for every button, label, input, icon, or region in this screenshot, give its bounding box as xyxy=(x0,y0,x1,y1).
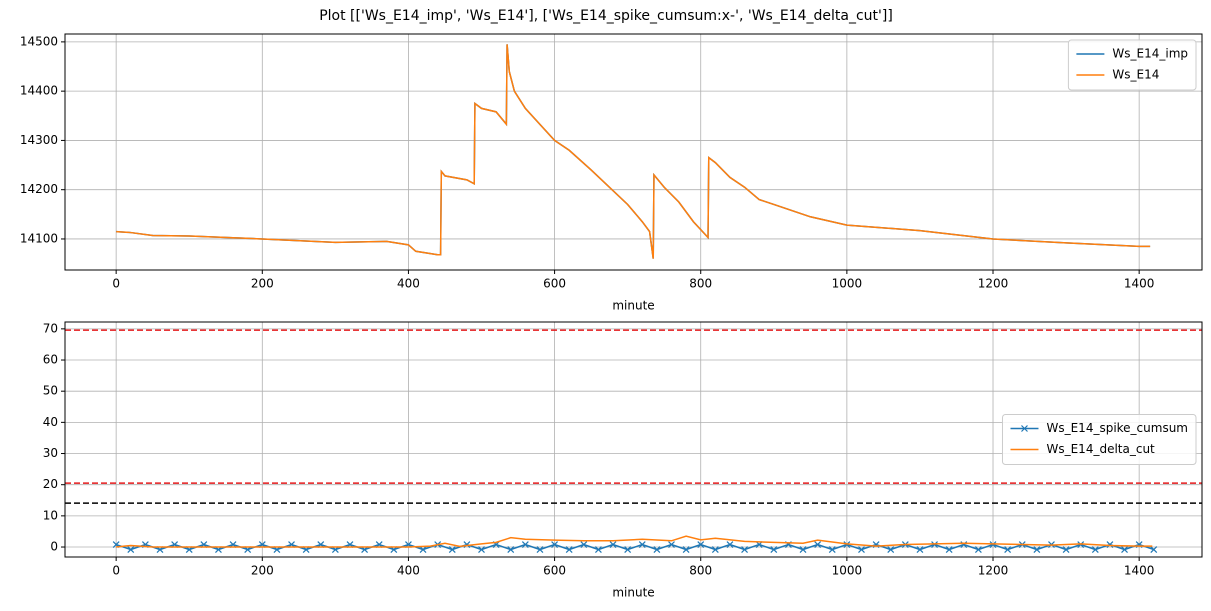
data-marker xyxy=(638,541,646,548)
data-marker xyxy=(697,541,705,548)
data-marker xyxy=(682,546,690,553)
data-line xyxy=(116,44,1151,259)
y-tick-label: 20 xyxy=(43,477,58,491)
x-tick-label: 400 xyxy=(397,277,420,291)
x-tick-label: 400 xyxy=(397,564,420,578)
data-marker xyxy=(1004,546,1012,553)
data-marker xyxy=(711,546,719,553)
y-tick-label: 30 xyxy=(43,446,58,460)
data-line xyxy=(116,44,1151,259)
legend-label: Ws_E14_spike_cumsum xyxy=(1046,421,1188,435)
data-marker xyxy=(814,541,822,548)
x-tick-label: 800 xyxy=(689,277,712,291)
data-marker xyxy=(1091,546,1099,553)
data-marker xyxy=(551,541,559,548)
y-tick-label: 14100 xyxy=(20,231,58,245)
data-line xyxy=(116,535,1153,548)
y-tick-label: 10 xyxy=(43,508,58,522)
y-tick-label: 14200 xyxy=(20,182,58,196)
x-axis-label: minute xyxy=(612,299,654,313)
data-marker xyxy=(887,546,895,553)
data-marker xyxy=(1150,546,1158,553)
data-marker xyxy=(624,546,632,553)
data-marker xyxy=(419,546,427,553)
axes-frame xyxy=(64,321,1203,558)
x-tick-label: 200 xyxy=(251,564,274,578)
data-marker xyxy=(1033,546,1041,553)
y-tick-label: 14300 xyxy=(20,133,58,147)
legend-box xyxy=(1067,39,1197,91)
data-marker xyxy=(478,546,485,553)
data-marker xyxy=(507,546,515,553)
x-tick-label: 1000 xyxy=(832,564,863,578)
data-marker xyxy=(1062,546,1070,553)
data-marker xyxy=(916,546,924,553)
y-tick-label: 14400 xyxy=(20,84,58,98)
data-marker xyxy=(799,546,807,553)
axes-frame xyxy=(64,33,1203,271)
plot-area xyxy=(116,44,1151,259)
y-tick-label: 14500 xyxy=(20,34,58,48)
y-tick-label: 50 xyxy=(43,384,58,398)
x-tick-label: 0 xyxy=(112,564,120,578)
data-line xyxy=(115,543,1155,551)
data-marker xyxy=(1121,546,1128,553)
data-marker xyxy=(609,541,617,548)
figure-title: Plot [['Ws_E14_imp', 'Ws_E14'], ['Ws_E14… xyxy=(319,8,893,24)
data-marker xyxy=(521,541,529,548)
data-marker xyxy=(127,546,135,553)
data-marker xyxy=(653,546,661,553)
data-marker xyxy=(565,546,573,553)
y-tick-label: 70 xyxy=(43,321,58,335)
data-marker xyxy=(1106,541,1114,548)
legend-label: Ws_E14_imp xyxy=(1112,47,1188,61)
data-marker xyxy=(858,546,865,553)
plot-area xyxy=(65,329,1202,553)
legend-box xyxy=(1001,414,1197,465)
data-marker xyxy=(945,546,953,553)
x-tick-label: 1200 xyxy=(978,564,1009,578)
y-tick-label: 40 xyxy=(43,415,58,429)
x-tick-label: 800 xyxy=(689,564,712,578)
data-marker xyxy=(448,546,456,553)
data-marker xyxy=(668,541,675,548)
x-tick-label: 600 xyxy=(543,564,566,578)
x-tick-label: 1000 xyxy=(832,277,863,291)
data-marker xyxy=(974,546,982,553)
data-marker xyxy=(828,546,836,553)
legend-label: Ws_E14 xyxy=(1112,68,1159,82)
data-marker xyxy=(580,541,588,548)
x-tick-label: 200 xyxy=(251,277,274,291)
legend-label: Ws_E14_delta_cut xyxy=(1046,442,1155,456)
data-marker xyxy=(741,546,748,553)
x-tick-label: 1400 xyxy=(1124,564,1155,578)
legend-marker xyxy=(1021,425,1028,432)
x-tick-label: 600 xyxy=(543,277,566,291)
data-marker xyxy=(595,546,602,553)
data-marker xyxy=(726,541,734,548)
data-marker xyxy=(770,546,778,553)
data-marker xyxy=(960,541,968,548)
x-axis-label: minute xyxy=(612,586,654,600)
x-tick-label: 1400 xyxy=(1124,277,1155,291)
data-marker xyxy=(536,546,544,553)
x-tick-label: 0 xyxy=(112,277,120,291)
y-tick-label: 60 xyxy=(43,353,58,367)
x-tick-label: 1200 xyxy=(978,277,1009,291)
y-tick-label: 0 xyxy=(50,540,58,554)
